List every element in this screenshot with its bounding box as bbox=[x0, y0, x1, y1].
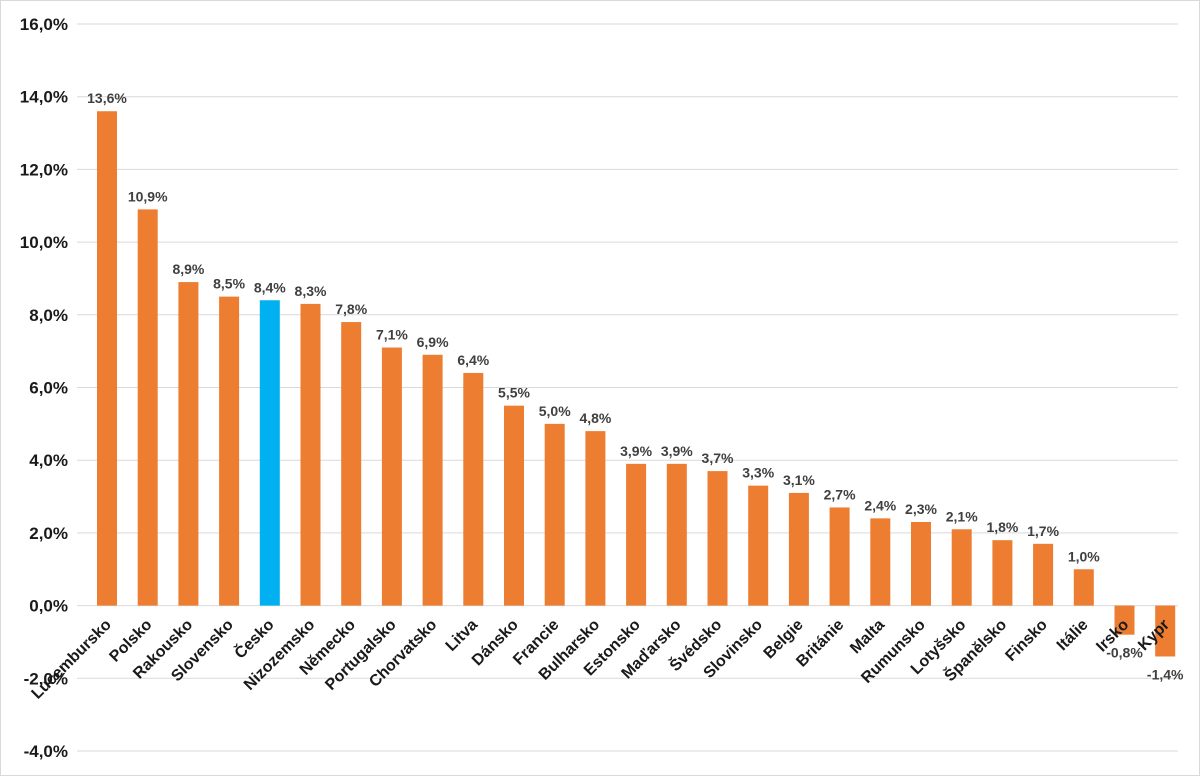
data-label: 4,8% bbox=[579, 410, 611, 426]
data-label: -1,4% bbox=[1147, 666, 1184, 682]
y-tick-label: 12,0% bbox=[20, 160, 68, 179]
bar bbox=[992, 540, 1013, 606]
bar bbox=[178, 282, 199, 606]
category-label: Lucembursko bbox=[29, 616, 115, 702]
bar bbox=[585, 431, 606, 606]
bar bbox=[951, 529, 972, 606]
gridlines bbox=[77, 23, 1178, 752]
data-label: 8,4% bbox=[254, 279, 286, 295]
bar bbox=[1114, 605, 1135, 635]
data-label: -0,8% bbox=[1106, 645, 1143, 661]
bar bbox=[504, 405, 524, 606]
data-label: 1,7% bbox=[1027, 523, 1059, 539]
data-label: 8,9% bbox=[172, 261, 204, 277]
bars bbox=[97, 111, 1176, 657]
y-tick-label: 0,0% bbox=[29, 597, 68, 616]
y-tick-label: 14,0% bbox=[20, 88, 68, 107]
bar bbox=[463, 372, 484, 606]
category-label: Portugalsko bbox=[322, 616, 400, 694]
bar bbox=[1073, 569, 1094, 606]
data-labels: 13,6% 10,9% 8,9% 8,5% 8,4% 8,3% 7,8% 7,1% 6,9% 6,… bbox=[87, 90, 1184, 682]
y-tick-label: -2,0% bbox=[24, 669, 68, 688]
category-label: Nizozemsko bbox=[241, 616, 319, 694]
bar bbox=[300, 303, 321, 606]
y-tick-label: 8,0% bbox=[29, 306, 68, 325]
bar bbox=[544, 423, 565, 606]
data-label: 5,0% bbox=[539, 403, 571, 419]
category-labels: LucemburskoPolskoRakouskoSlovenskoČeskoN… bbox=[29, 615, 1173, 703]
data-label: 10,9% bbox=[128, 188, 168, 204]
y-tick-label: -4,0% bbox=[24, 742, 68, 761]
data-label: 8,3% bbox=[295, 283, 327, 299]
category-label: Finsko bbox=[1002, 616, 1051, 665]
data-label: 6,4% bbox=[457, 352, 489, 368]
data-label: 2,7% bbox=[824, 486, 856, 502]
data-label: 1,8% bbox=[986, 519, 1018, 535]
data-label: 3,9% bbox=[620, 443, 652, 459]
bar bbox=[219, 296, 240, 606]
bar bbox=[97, 111, 117, 606]
data-label: 1,0% bbox=[1068, 548, 1100, 564]
data-label: 8,5% bbox=[213, 276, 245, 292]
y-tick-label: 16,0% bbox=[20, 15, 68, 34]
y-axis-tick-labels: -4,0% -2,0% 0,0% 2,0% 4,0% 6,0% 8,0% 10,0% 12,0%… bbox=[20, 15, 68, 761]
data-label: 3,1% bbox=[783, 472, 815, 488]
data-label: 2,4% bbox=[864, 497, 896, 513]
data-label: 3,3% bbox=[742, 465, 774, 481]
bar bbox=[666, 463, 687, 606]
data-label: 7,1% bbox=[376, 327, 408, 343]
data-label: 7,8% bbox=[335, 301, 367, 317]
bar bbox=[259, 300, 280, 606]
bar bbox=[137, 209, 158, 606]
y-tick-label: 6,0% bbox=[29, 379, 68, 398]
data-label: 13,6% bbox=[87, 90, 127, 106]
bar bbox=[341, 322, 362, 606]
data-label: 2,3% bbox=[905, 501, 937, 517]
y-tick-label: 10,0% bbox=[20, 233, 68, 252]
bar bbox=[422, 354, 443, 606]
bar bbox=[911, 521, 931, 606]
data-label: 5,5% bbox=[498, 385, 530, 401]
category-label: Itálie bbox=[1054, 616, 1092, 654]
bar bbox=[1033, 543, 1054, 606]
data-label: 6,9% bbox=[417, 334, 449, 350]
bar bbox=[829, 507, 850, 606]
bar bbox=[870, 518, 891, 606]
bar bbox=[707, 471, 728, 606]
data-label: 3,9% bbox=[661, 443, 693, 459]
data-label: 2,1% bbox=[946, 508, 978, 524]
bar bbox=[748, 485, 769, 606]
bar bbox=[626, 463, 647, 606]
category-label: Litva bbox=[443, 616, 481, 654]
y-tick-label: 2,0% bbox=[29, 524, 68, 543]
bar bbox=[381, 347, 402, 606]
bar bbox=[1155, 605, 1176, 657]
data-label: 3,7% bbox=[702, 450, 734, 466]
y-tick-label: 4,0% bbox=[29, 451, 68, 470]
bar bbox=[788, 492, 809, 606]
